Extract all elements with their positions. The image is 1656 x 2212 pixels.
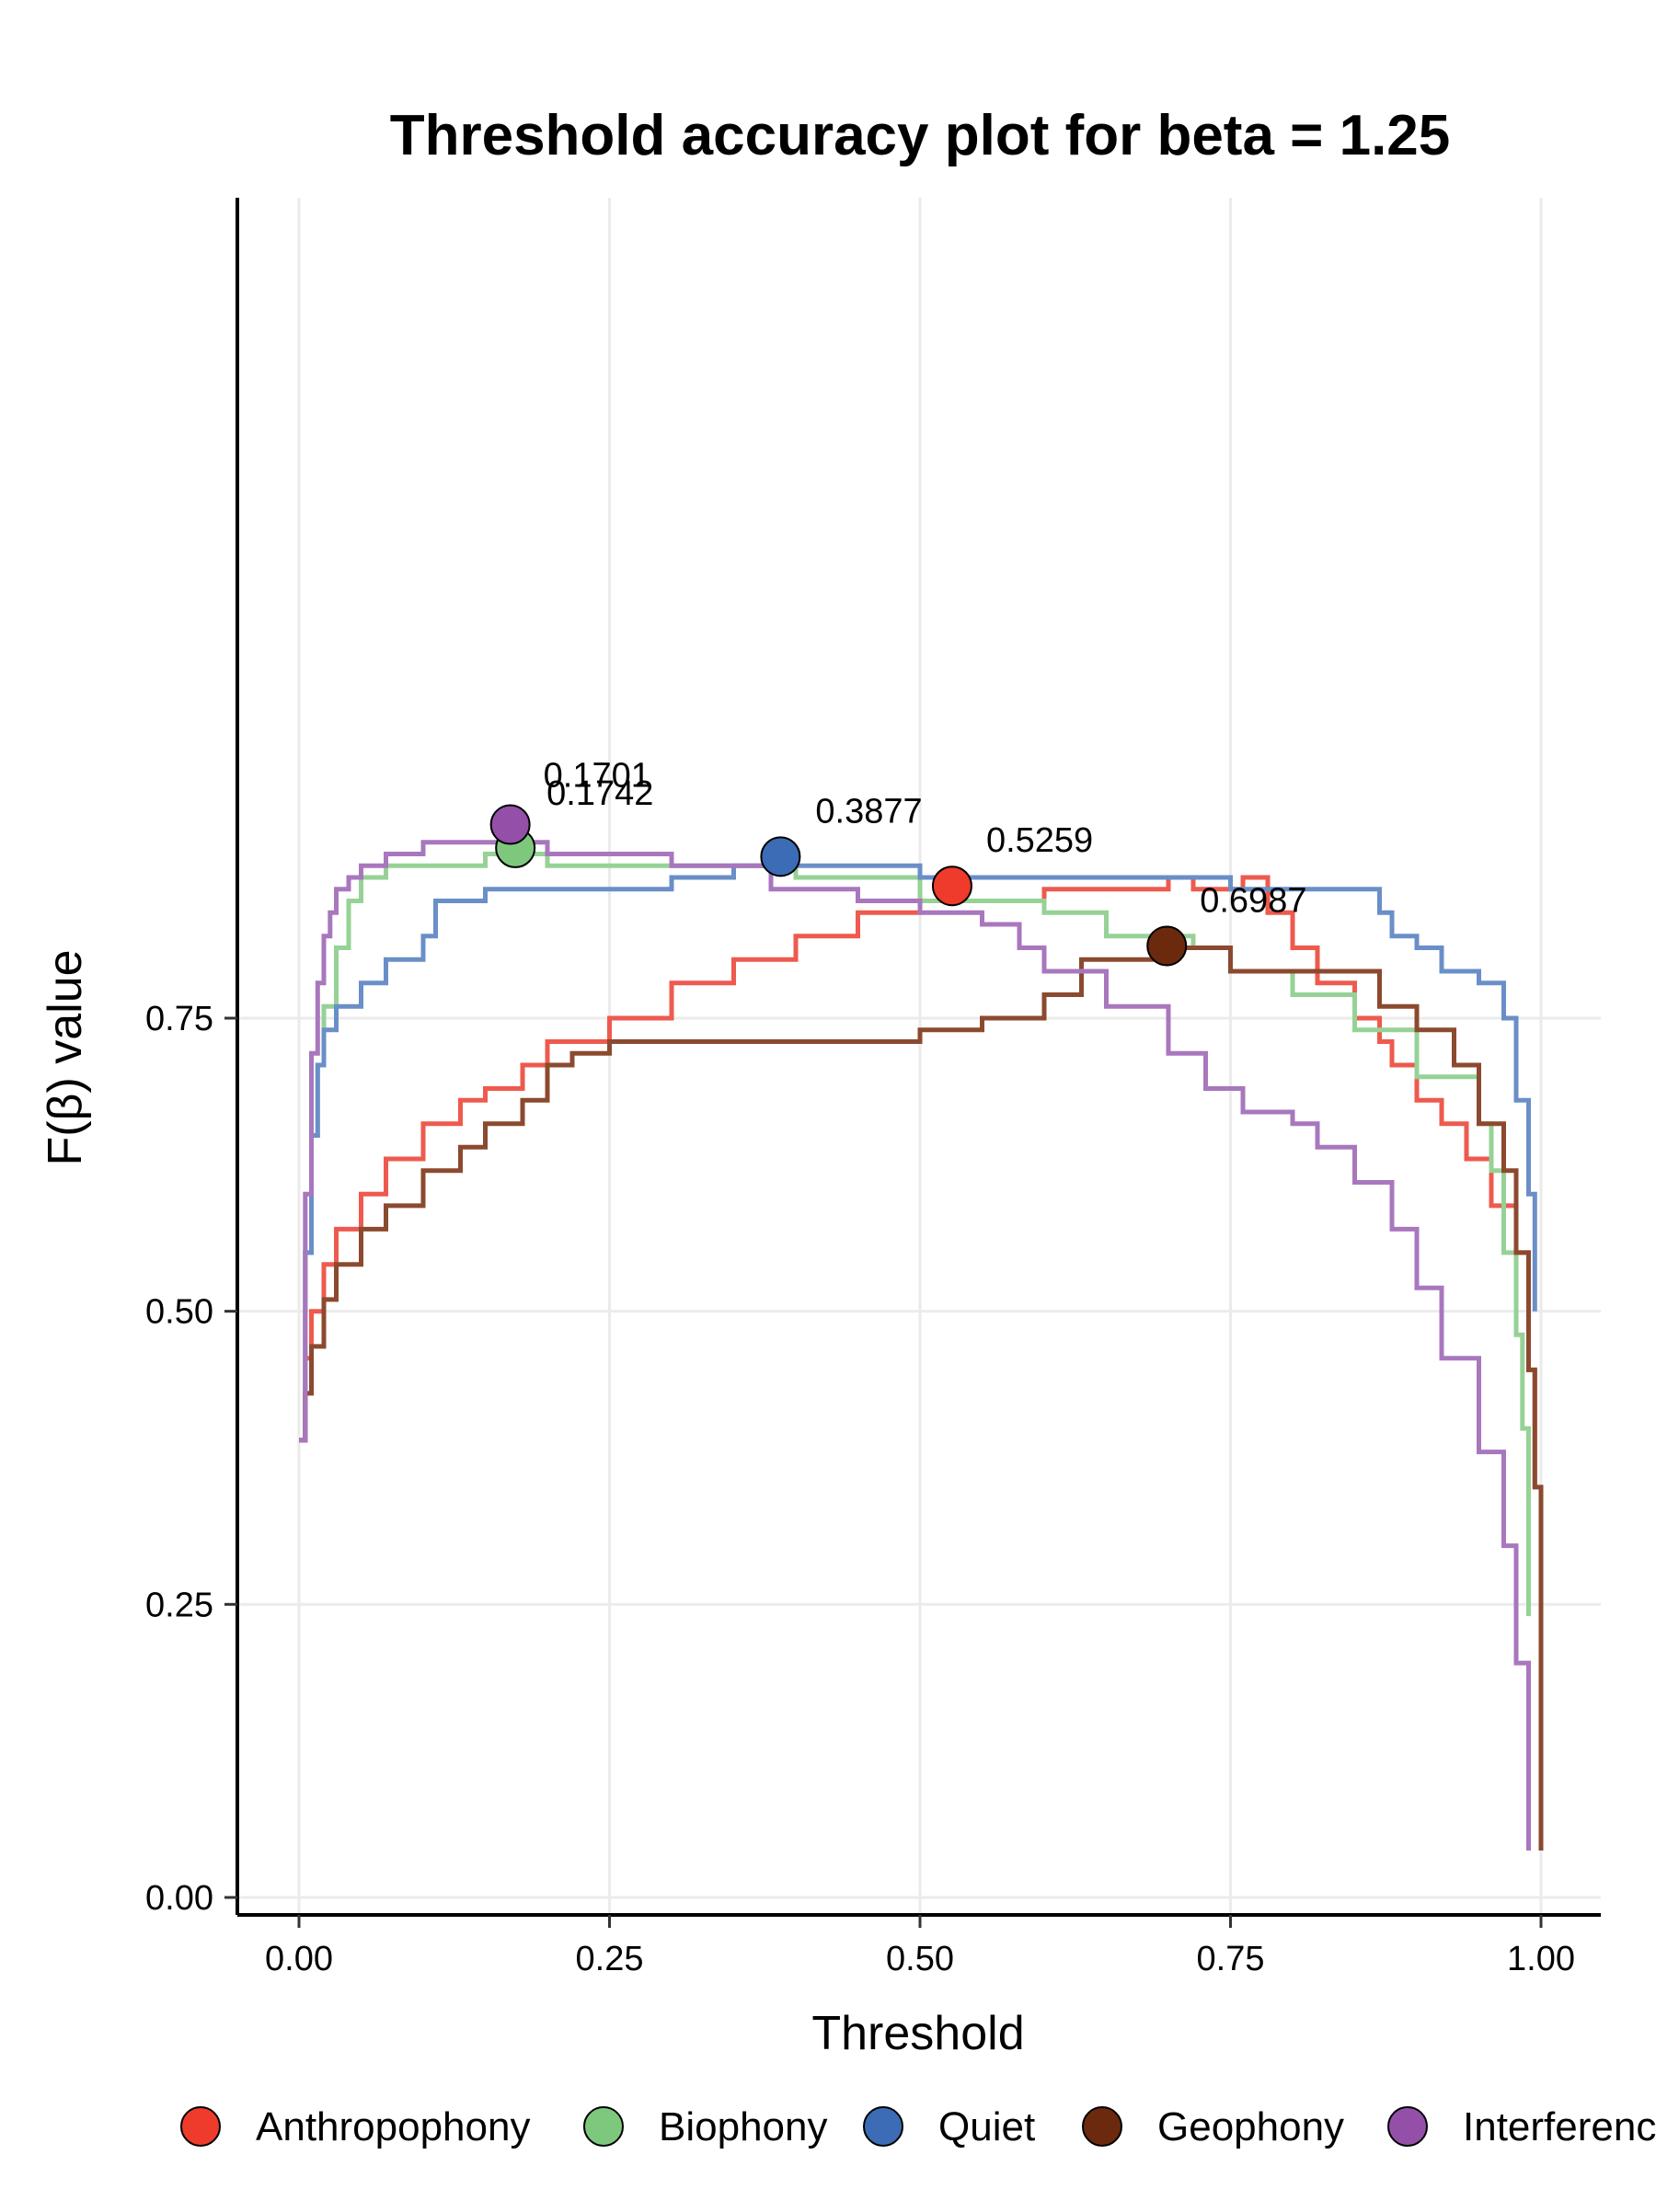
legend-key-anthropophony <box>180 2106 221 2147</box>
y-tick-label: 0.00 <box>145 1879 213 1918</box>
legend-key-interference <box>1387 2106 1428 2147</box>
legend-key-biophony <box>583 2106 624 2147</box>
optimum-label-anthropophony: 0.5259 <box>986 821 1093 860</box>
chart-title: Threshold accuracy plot for beta = 1.25 <box>390 104 1451 167</box>
x-tick-label: 0.25 <box>576 1940 644 1978</box>
grid-layer <box>237 198 1601 1915</box>
legend: Anthropophony Biophony Quiet Geophony Interf… <box>180 2104 1656 2149</box>
y-tick-label: 0.50 <box>145 1293 213 1332</box>
optimum-marker-interference <box>489 804 531 845</box>
series-line-interference <box>299 840 1531 1851</box>
x-tick-label: 0.75 <box>1197 1940 1265 1978</box>
optimum-label-quiet: 0.3877 <box>815 792 922 831</box>
legend-label-anthropophony: Anthropophony <box>256 2104 530 2149</box>
optimum-label-geophony: 0.6987 <box>1200 881 1306 920</box>
optimum-marker-geophony <box>1146 925 1188 967</box>
x-tick-label: 0.50 <box>886 1940 954 1978</box>
x-tick-label: 1.00 <box>1507 1940 1575 1978</box>
legend-label-geophony: Geophony <box>1157 2104 1344 2149</box>
legend-label-quiet: Quiet <box>938 2104 1035 2149</box>
x-tick-label: 0.00 <box>265 1940 333 1978</box>
marker-layer <box>489 804 1188 967</box>
legend-key-geophony <box>1082 2106 1122 2147</box>
x-axis-title: Threshold <box>811 2007 1024 2060</box>
annotation-layer: 0.5259 0.1742 0.3877 0.6987 0.1701 <box>544 757 1307 921</box>
optimum-marker-anthropophony <box>931 865 972 907</box>
axes-layer: 0.00 0.25 0.50 0.75 1.00 0.00 0.25 0.50 0.75 <box>145 198 1601 1978</box>
y-tick-label: 0.25 <box>145 1586 213 1624</box>
legend-label-biophony: Biophony <box>659 2104 827 2149</box>
optimum-label-biophony: 0.1742 <box>546 774 653 813</box>
series-line-geophony <box>299 946 1544 1851</box>
legend-label-interference: Interference <box>1463 2104 1656 2149</box>
legend-key-quiet <box>863 2106 903 2147</box>
series-layer <box>299 840 1544 1851</box>
series-line-quiet <box>299 863 1537 1443</box>
optimum-label-interference: 0.1701 <box>544 757 650 796</box>
y-axis-title: F(β) value <box>39 949 92 1165</box>
y-tick-label: 0.75 <box>145 1000 213 1038</box>
optimum-marker-quiet <box>760 836 801 877</box>
